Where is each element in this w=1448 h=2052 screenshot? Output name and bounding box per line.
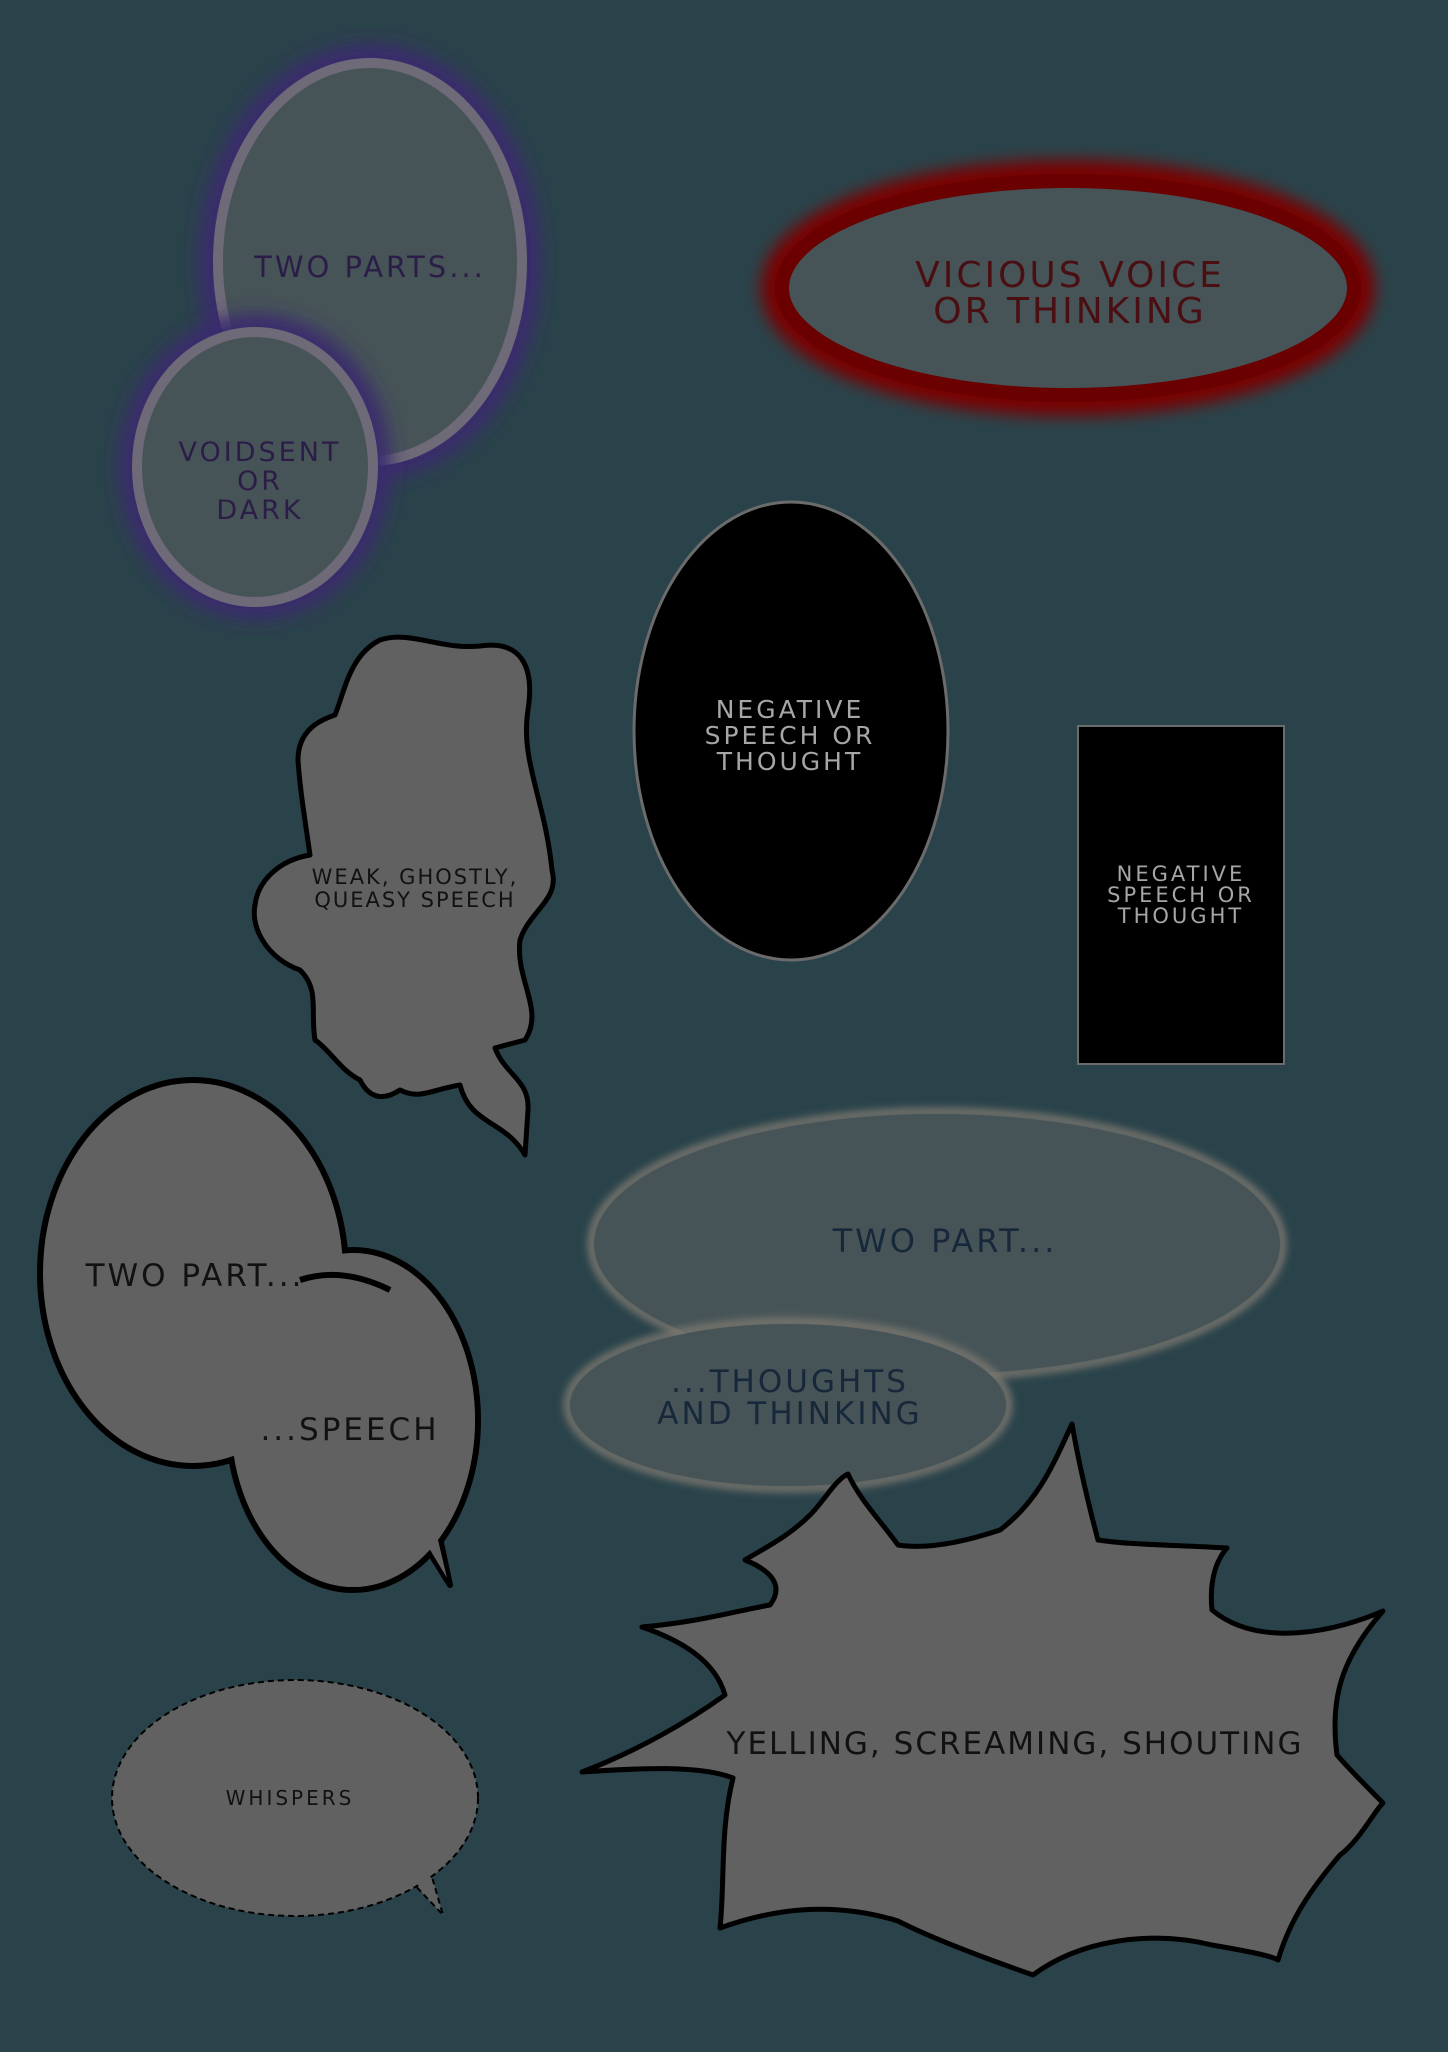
negative-box-text: NEGATIVE SPEECH OR THOUGHT <box>1107 862 1255 928</box>
whispers-bubble <box>111 1679 479 1917</box>
voidsent-two-part-bubble <box>119 44 541 620</box>
two-part-speech-top-text: TWO PART... <box>85 1258 305 1294</box>
two-part-speech-bottom-text: ...SPEECH <box>260 1412 440 1448</box>
two-part-speech-bubble <box>37 1077 481 1593</box>
voidsent-text: VOIDSENT OR DARK <box>178 437 342 526</box>
two-part-thoughts-bubble <box>564 1108 1286 1492</box>
weak-ghostly-bubble <box>251 634 556 1158</box>
negative-oval-bubble <box>632 500 950 962</box>
two-part-thoughts-top-text: TWO PART... <box>832 1222 1058 1260</box>
whispers-text: WHISPERS <box>225 1786 355 1810</box>
negative-box-bubble <box>1077 725 1285 1065</box>
vicious-voice-text: VICIOUS VOICE OR THINKING <box>915 255 1225 332</box>
yelling-burst-bubble <box>579 1421 1386 1978</box>
weak-ghostly-text: WEAK, GHOSTLY, QUEASY SPEECH <box>311 865 519 912</box>
negative-oval-text: NEGATIVE SPEECH OR THOUGHT <box>704 695 876 776</box>
yelling-text: YELLING, SCREAMING, SHOUTING <box>726 1726 1304 1762</box>
vicious-voice-bubble <box>761 160 1375 416</box>
two-parts-text: TWO PARTS... <box>254 250 486 284</box>
two-part-thoughts-bottom-text: ...THOUGHTS AND THINKING <box>657 1364 923 1432</box>
